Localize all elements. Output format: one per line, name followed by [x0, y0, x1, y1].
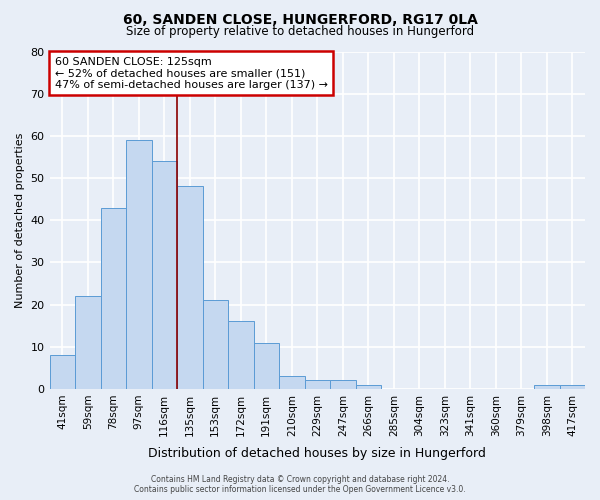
Bar [534, 384, 560, 389]
Bar [177, 186, 203, 389]
Bar [203, 300, 228, 389]
Bar [560, 384, 585, 389]
Y-axis label: Number of detached properties: Number of detached properties [15, 132, 25, 308]
Bar [75, 296, 101, 389]
Text: Contains HM Land Registry data © Crown copyright and database right 2024.
Contai: Contains HM Land Registry data © Crown c… [134, 474, 466, 494]
Bar [254, 342, 279, 389]
Text: 60, SANDEN CLOSE, HUNGERFORD, RG17 0LA: 60, SANDEN CLOSE, HUNGERFORD, RG17 0LA [122, 12, 478, 26]
X-axis label: Distribution of detached houses by size in Hungerford: Distribution of detached houses by size … [148, 447, 486, 460]
Bar [126, 140, 152, 389]
Bar [228, 322, 254, 389]
Text: Size of property relative to detached houses in Hungerford: Size of property relative to detached ho… [126, 25, 474, 38]
Bar [101, 208, 126, 389]
Bar [279, 376, 305, 389]
Bar [330, 380, 356, 389]
Bar [50, 355, 75, 389]
Text: 60 SANDEN CLOSE: 125sqm
← 52% of detached houses are smaller (151)
47% of semi-d: 60 SANDEN CLOSE: 125sqm ← 52% of detache… [55, 56, 328, 90]
Bar [356, 384, 381, 389]
Bar [152, 161, 177, 389]
Bar [305, 380, 330, 389]
